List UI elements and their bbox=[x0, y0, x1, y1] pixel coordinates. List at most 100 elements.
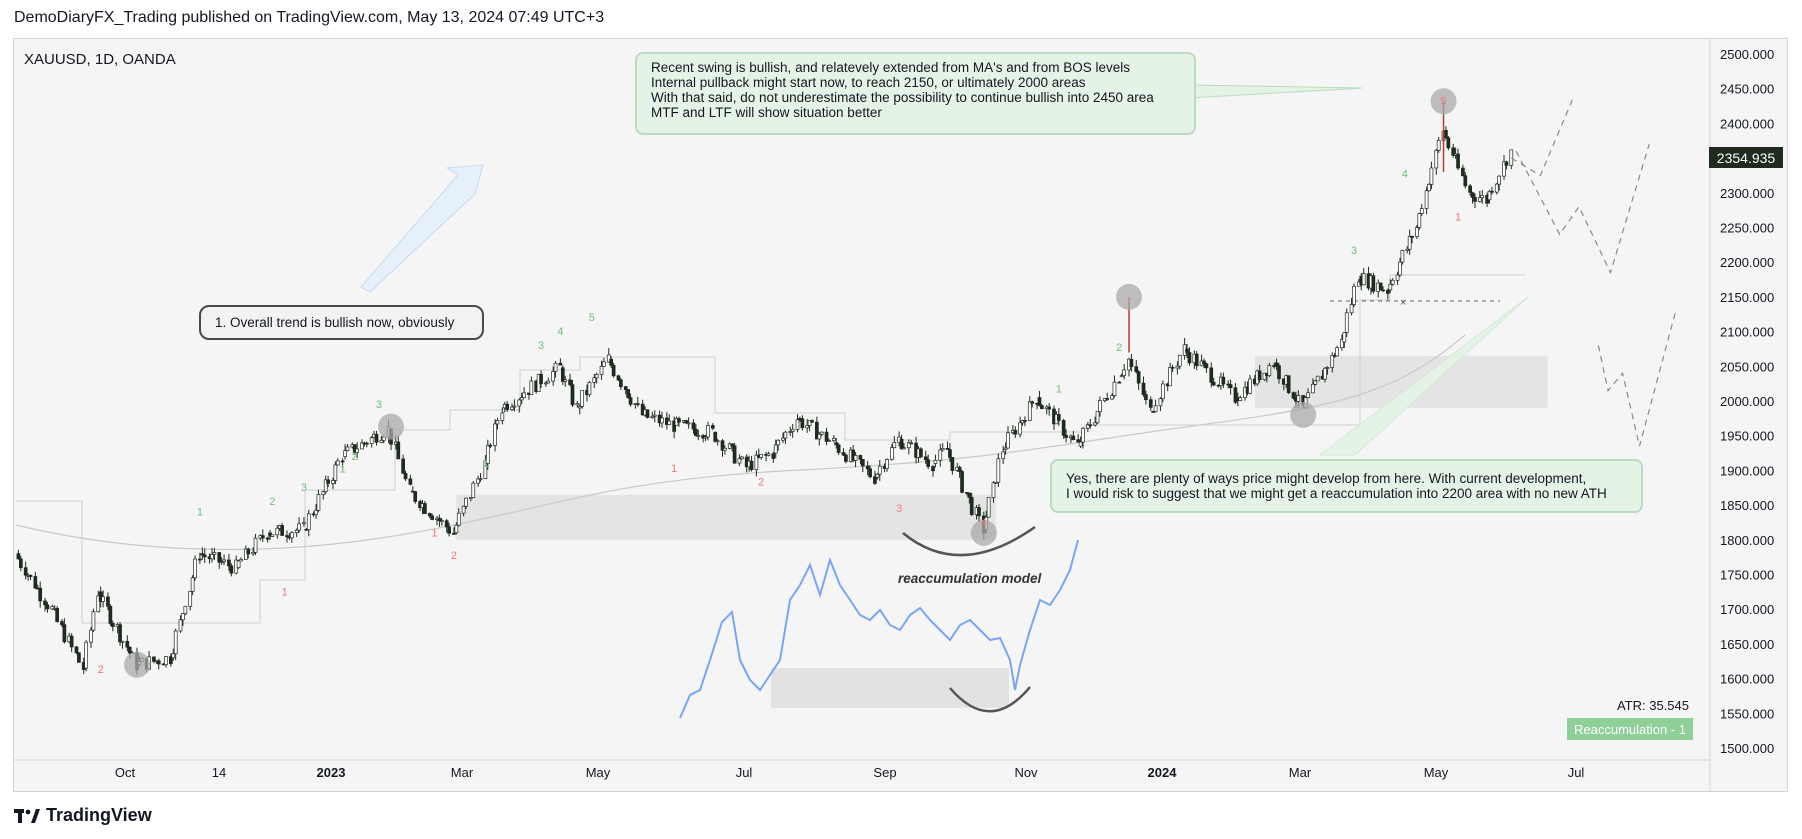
candle-body bbox=[202, 554, 207, 558]
candle-body bbox=[294, 529, 299, 534]
candle-body bbox=[1170, 366, 1175, 369]
candle-body bbox=[106, 596, 110, 607]
candle-body bbox=[219, 561, 224, 564]
candle-body bbox=[1175, 365, 1180, 369]
candle-body bbox=[546, 380, 551, 384]
projection-path bbox=[1597, 310, 1677, 447]
candle-body bbox=[275, 527, 280, 536]
y-tick-label: 1750.000 bbox=[1720, 568, 1774, 583]
candle-body bbox=[352, 444, 357, 453]
candle-body bbox=[447, 526, 451, 534]
swing-point-marker bbox=[1115, 283, 1142, 310]
tradingview-logo-icon bbox=[14, 808, 40, 823]
candle-body bbox=[1027, 401, 1032, 421]
candle-body bbox=[960, 471, 964, 493]
candle-body bbox=[164, 656, 168, 666]
candle-body bbox=[558, 362, 563, 366]
candle-body bbox=[120, 640, 125, 643]
candle-body bbox=[74, 646, 79, 654]
candle-body bbox=[1296, 395, 1301, 402]
candle-body bbox=[188, 591, 193, 607]
candle-body bbox=[1061, 420, 1066, 436]
candle-body bbox=[1429, 167, 1434, 185]
candle-body bbox=[1003, 447, 1008, 450]
model-label: reaccumulation model bbox=[898, 571, 1042, 586]
candle-body bbox=[940, 448, 945, 451]
candle-body bbox=[1013, 429, 1018, 435]
candle-body bbox=[703, 436, 708, 439]
projection-path bbox=[1515, 144, 1650, 275]
wave-label: 1 bbox=[482, 458, 488, 470]
candle-body bbox=[977, 507, 981, 517]
candle-body bbox=[1400, 250, 1405, 263]
trend-note[interactable]: 1. Overall trend is bullish now, obvious… bbox=[199, 305, 484, 340]
candle-body bbox=[360, 442, 364, 450]
candle-body bbox=[323, 479, 328, 493]
wave-label: 2 bbox=[451, 550, 457, 562]
candle-body bbox=[1340, 339, 1344, 349]
reaccumulation-badge[interactable]: Reaccumulation - 1 bbox=[1567, 718, 1693, 740]
candle-body bbox=[1371, 275, 1376, 292]
candle-body bbox=[1144, 394, 1148, 401]
candle-body bbox=[602, 361, 606, 367]
candle-body bbox=[1446, 137, 1451, 149]
x-tick-label: 14 bbox=[212, 765, 226, 780]
candle-body bbox=[1233, 387, 1238, 403]
wave-label: 4 bbox=[557, 326, 563, 338]
candle-body bbox=[1502, 161, 1506, 177]
y-tick-label: 2400.000 bbox=[1720, 116, 1774, 131]
candle-body bbox=[1398, 261, 1402, 276]
candle-body bbox=[1335, 347, 1339, 357]
candle-body bbox=[1047, 406, 1051, 410]
candle-body bbox=[594, 374, 599, 379]
candle-body bbox=[340, 460, 345, 463]
x-tick-label: 2023 bbox=[317, 765, 346, 780]
candle-body bbox=[69, 635, 74, 648]
candle-body bbox=[55, 607, 59, 622]
candle-body bbox=[1148, 399, 1153, 408]
candle-body bbox=[580, 389, 585, 407]
candle-body bbox=[831, 438, 836, 441]
candle-body bbox=[623, 386, 628, 390]
bottom-note-pointer bbox=[1318, 296, 1529, 456]
wave-label: 2 bbox=[98, 664, 104, 676]
candle-body bbox=[660, 417, 664, 424]
candle-body bbox=[568, 379, 572, 386]
candle-body bbox=[1487, 190, 1492, 201]
footer[interactable]: TradingView bbox=[14, 805, 152, 826]
candle-body bbox=[1105, 398, 1110, 400]
chart-area[interactable] bbox=[13, 38, 1788, 792]
y-tick-label: 2200.000 bbox=[1720, 255, 1774, 270]
candle-body bbox=[1129, 359, 1134, 368]
candles-layer bbox=[16, 101, 1514, 675]
candle-body bbox=[483, 460, 488, 479]
candle-body bbox=[899, 438, 904, 450]
candle-body bbox=[1388, 283, 1393, 291]
candle-body bbox=[16, 553, 21, 560]
candle-body bbox=[737, 458, 742, 464]
candle-body bbox=[720, 440, 725, 451]
bottom-note[interactable]: Yes, there are plenty of ways price migh… bbox=[1050, 459, 1643, 513]
candle-body bbox=[853, 455, 858, 461]
candle-body bbox=[773, 444, 778, 454]
candle-body bbox=[101, 596, 105, 602]
candle-body bbox=[169, 656, 173, 665]
candle-body bbox=[892, 442, 897, 449]
candle-body bbox=[1158, 398, 1163, 407]
candle-body bbox=[1037, 397, 1042, 406]
wave-label: 1 bbox=[671, 463, 677, 475]
footer-brand: TradingView bbox=[46, 805, 152, 825]
candle-body bbox=[686, 422, 691, 425]
top-note[interactable]: Recent swing is bullish, and relatevely … bbox=[635, 52, 1196, 135]
candle-body bbox=[1209, 367, 1214, 383]
candle-body bbox=[919, 448, 923, 458]
candle-body bbox=[1064, 435, 1068, 438]
candle-body bbox=[1410, 236, 1414, 238]
candle-body bbox=[749, 460, 754, 470]
candle-body bbox=[413, 491, 418, 502]
candle-body bbox=[836, 444, 841, 453]
candle-body bbox=[599, 365, 604, 375]
candle-body bbox=[609, 359, 614, 366]
candle-body bbox=[125, 640, 130, 648]
